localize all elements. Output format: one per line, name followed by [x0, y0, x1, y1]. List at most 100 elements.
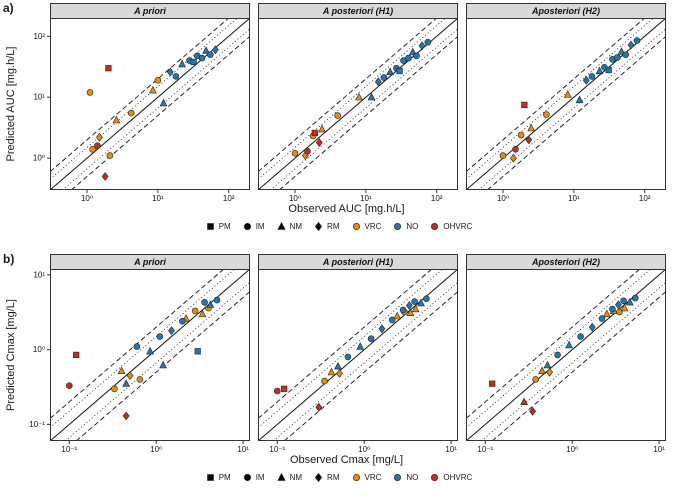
data-point-circle — [243, 222, 251, 231]
strip-title: Aposteriori (H2) — [531, 6, 600, 16]
panel-border — [258, 269, 458, 441]
data-point-circle — [394, 222, 402, 231]
panel-border — [466, 269, 666, 441]
data-point-triangle — [406, 308, 415, 317]
data-point-circle — [405, 54, 412, 62]
data-point-diamond — [525, 135, 533, 145]
data-point-triangle — [538, 366, 546, 374]
legend-label: IM — [255, 222, 265, 231]
data-point-triangle — [122, 379, 130, 387]
square-legend-icon — [206, 223, 214, 230]
legend-label: IM — [255, 473, 265, 482]
data-point-diamond — [315, 402, 323, 412]
data-point-diamond — [336, 369, 343, 378]
data-point-circle — [65, 382, 73, 389]
legend-label: NM — [289, 222, 303, 231]
legend-item-no: NO — [392, 221, 418, 232]
data-point-circle — [344, 353, 352, 361]
reference-line — [50, 18, 250, 190]
triangle-legend-icon — [277, 472, 286, 481]
data-point-triangle — [595, 66, 604, 75]
data-point-diamond — [314, 472, 323, 483]
data-point-triangle — [146, 346, 154, 355]
square-legend-icon — [206, 474, 214, 481]
data-point-circle — [620, 297, 627, 305]
data-point-triangle — [318, 124, 326, 133]
x-tick-label: 10¹ — [653, 445, 665, 454]
data-point-circle — [304, 147, 311, 155]
data-point-diamond — [122, 411, 130, 421]
data-point-circle — [598, 315, 606, 322]
y-tick-label: 10¹ — [33, 270, 45, 279]
triangle-legend-icon — [277, 221, 286, 230]
legend-label: RM — [327, 222, 340, 231]
data-point-circle — [213, 296, 221, 304]
data-point-diamond — [166, 67, 174, 77]
data-point-square — [521, 101, 528, 108]
circle-legend-icon — [394, 222, 402, 231]
data-point-triangle — [356, 342, 365, 350]
data-point-circle — [352, 473, 360, 482]
diamond-legend-icon — [314, 221, 323, 232]
x-tick-label: 10⁻¹ — [269, 445, 285, 454]
data-point-triangle — [334, 361, 342, 370]
circle-legend-icon — [394, 473, 402, 482]
panel-auc-a-posteriori-h1: A posteriori (H1) 10⁰ 10¹ 10² — [258, 3, 458, 203]
data-point-triangle — [202, 46, 210, 54]
data-point-square — [194, 348, 201, 355]
data-point-triangle — [277, 221, 286, 230]
data-point-square — [489, 380, 496, 387]
data-point-diamond — [315, 138, 323, 147]
strip-title: A posteriori (H1) — [322, 6, 393, 16]
data-point-diamond — [212, 45, 219, 55]
data-point-circle — [334, 112, 341, 119]
legend-item-im: IM — [242, 472, 265, 483]
data-point-circle — [633, 37, 641, 44]
data-point-triangle — [159, 98, 168, 107]
data-point-circle — [399, 306, 407, 314]
y-tick-label: 10¹ — [33, 93, 45, 102]
legend-item-nm: NM — [276, 472, 302, 483]
data-point-diamond — [378, 324, 386, 334]
x-tick-label: 10⁰ — [81, 194, 93, 203]
legend-label: NM — [289, 473, 303, 482]
data-point-diamond — [529, 406, 536, 416]
y-tick-label: 10⁰ — [33, 154, 45, 163]
legend-item-ohvrc: OHVRC — [429, 472, 472, 483]
data-point-triangle — [625, 297, 634, 306]
reference-line — [258, 18, 437, 173]
legend-item-rm: RM — [313, 472, 340, 483]
data-point-triangle — [602, 309, 611, 318]
data-point-diamond — [168, 326, 175, 335]
data-point-square — [281, 385, 288, 392]
legend-item-vrc: VRC — [351, 221, 381, 232]
x-tick-label: 10⁰ — [566, 445, 578, 454]
data-point-diamond — [582, 75, 590, 85]
x-tick-label: 10² — [431, 194, 443, 203]
data-point-triangle — [565, 340, 573, 349]
data-point-circle — [111, 385, 118, 393]
data-point-triangle — [117, 366, 126, 374]
panel-border — [50, 269, 250, 441]
chart-row-cmax: b) Predicted Cmax [mg/L] A priori 10⁻¹ 10⁻… — [0, 251, 677, 502]
strip-title: Aposteriori (H2) — [531, 257, 600, 267]
panels-auc: A priori 10⁰ 10⁰ 10¹ 10¹ 10² 10² A posteriori … — [24, 3, 669, 203]
data-point-square — [105, 65, 112, 72]
data-point-diamond — [546, 367, 553, 377]
panel-border — [50, 18, 250, 190]
x-tick-label: 10⁻¹ — [61, 445, 77, 454]
data-point-triangle — [620, 303, 629, 312]
row-label-b: b) — [3, 252, 15, 266]
data-point-diamond — [627, 40, 635, 50]
chart-row-auc: a) Predicted AUC [mg.h/L] A priori 10⁰ 10⁰… — [3, 1, 669, 232]
data-point-square — [311, 129, 318, 136]
data-point-triangle — [393, 311, 402, 320]
legend-cmax: PM IM NM RM VRC NO OHVRC — [0, 472, 677, 483]
data-point-circle — [191, 307, 199, 315]
reference-line — [466, 18, 645, 173]
data-point-triangle — [411, 304, 420, 313]
reference-line — [491, 291, 666, 441]
legend-label: PM — [218, 222, 231, 231]
x-tick-label: 10⁰ — [289, 194, 301, 203]
